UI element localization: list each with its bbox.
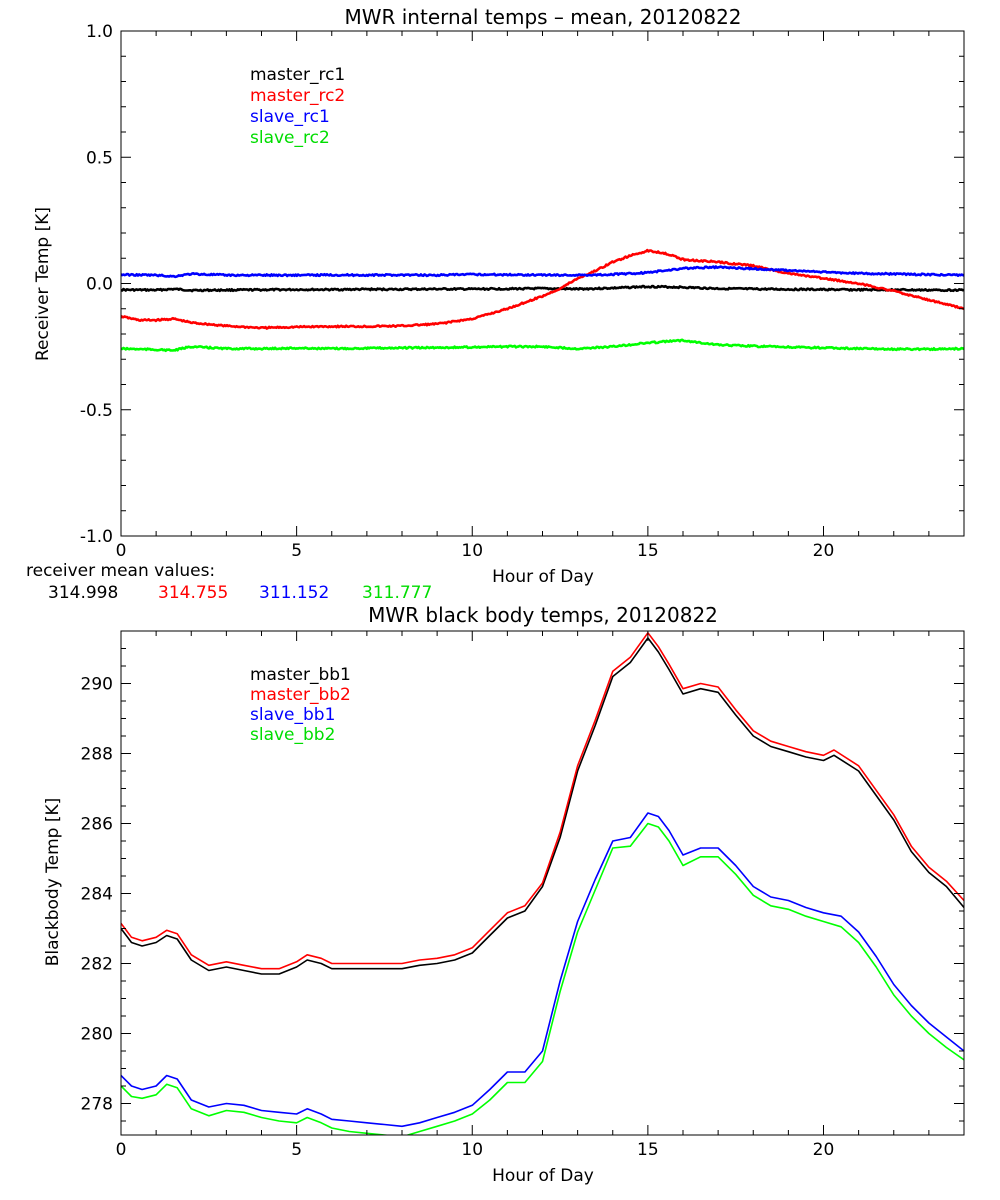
receiver-temp-chart: MWR internal temps – mean, 20120822 0 5 10… <box>26 5 965 603</box>
blackbody-x-tick-label: 20 <box>813 1140 835 1160</box>
receiver-series-line <box>121 338 964 353</box>
blackbody-y-tick-label: 282 <box>81 955 113 975</box>
blackbody-x-tick-label: 0 <box>116 1140 127 1160</box>
blackbody-x-tick-label: 15 <box>637 1140 659 1160</box>
receiver-y-tick-label: 0.5 <box>86 148 113 168</box>
receiver-legend-entry: slave_rc1 <box>250 107 330 127</box>
receiver-chart-title: MWR internal temps – mean, 20120822 <box>344 5 741 29</box>
receiver-y-tick-label: 1.0 <box>86 22 113 42</box>
receiver-axes: 0 5 10 15 20 -1.0 -0.5 0.0 0.5 1.0 <box>80 22 965 561</box>
blackbody-y-tick-label: 288 <box>81 745 113 765</box>
receiver-mean-value: 314.755 <box>158 583 228 603</box>
receiver-mean-value: 314.998 <box>48 583 118 603</box>
blackbody-x-tick-label: 5 <box>291 1140 302 1160</box>
receiver-plot-frame <box>120 30 965 537</box>
blackbody-legend-entry: slave_bb2 <box>250 725 335 745</box>
receiver-mean-value: 311.777 <box>362 583 432 603</box>
blackbody-series-line <box>121 822 964 1135</box>
receiver-x-tick-label: 15 <box>637 541 659 561</box>
receiver-mean-values: 314.998 314.755 311.152 311.777 <box>48 583 432 603</box>
blackbody-y-tick-label: 286 <box>81 815 113 835</box>
blackbody-axes: 0 5 10 15 20 278 280 282 284 286 288 290 <box>81 630 965 1160</box>
blackbody-plot-lines <box>121 632 964 1135</box>
blackbody-series-line <box>121 637 964 975</box>
receiver-y-tick-label: 0.0 <box>86 275 113 295</box>
receiver-x-axis-label: Hour of Day <box>492 567 594 587</box>
blackbody-series-line <box>121 812 964 1128</box>
receiver-x-tick-label: 20 <box>813 541 835 561</box>
blackbody-y-tick-label: 284 <box>81 885 113 905</box>
blackbody-series-line <box>121 632 964 970</box>
receiver-plot-lines <box>121 248 964 353</box>
receiver-series-line <box>121 284 964 293</box>
blackbody-legend-entry: master_bb1 <box>250 665 351 685</box>
blackbody-y-axis-label: Blackbody Temp [K] <box>43 798 63 967</box>
blackbody-chart-title: MWR black body temps, 20120822 <box>368 603 718 627</box>
blackbody-x-tick-label: 10 <box>461 1140 483 1160</box>
blackbody-x-axis-label: Hour of Day <box>492 1166 594 1186</box>
receiver-x-tick-label: 10 <box>461 541 483 561</box>
blackbody-legend-entry: slave_bb1 <box>250 705 335 725</box>
receiver-x-tick-label: 5 <box>291 541 302 561</box>
blackbody-temp-chart: MWR black body temps, 20120822 0 5 10 15 20 2… <box>43 603 965 1186</box>
receiver-y-axis-label: Receiver Temp [K] <box>33 207 53 361</box>
blackbody-y-tick-label: 280 <box>81 1025 113 1045</box>
receiver-legend-entry: master_rc2 <box>250 86 345 106</box>
receiver-series-line <box>121 265 964 279</box>
receiver-mean-value: 311.152 <box>259 583 329 603</box>
receiver-series-line <box>121 248 964 330</box>
receiver-legend-entry: master_rc1 <box>250 65 345 85</box>
receiver-x-tick-label: 0 <box>116 541 127 561</box>
receiver-y-tick-label: -0.5 <box>80 401 113 421</box>
blackbody-y-tick-label: 290 <box>81 675 113 695</box>
receiver-y-tick-label: -1.0 <box>80 527 113 547</box>
blackbody-legend-entry: master_bb2 <box>250 685 351 705</box>
receiver-mean-values-label: receiver mean values: <box>26 561 215 581</box>
blackbody-y-tick-label: 278 <box>81 1095 113 1115</box>
receiver-legend-entry: slave_rc2 <box>250 128 330 148</box>
